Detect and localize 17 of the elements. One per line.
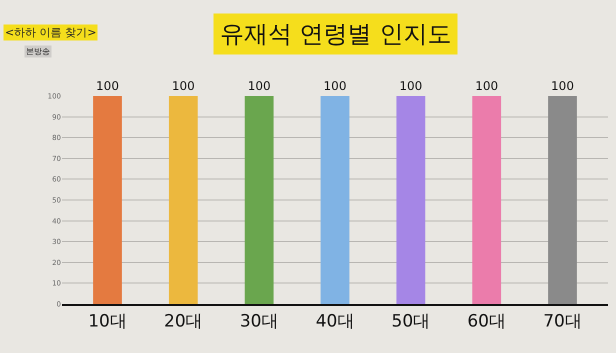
x-tick-label: 30대	[240, 311, 278, 332]
data-label: 100	[248, 79, 271, 93]
text: <하하 이름 찾기>	[5, 26, 96, 39]
data-label: 100	[551, 79, 574, 93]
x-tick-label: 70대	[543, 311, 582, 332]
x-tick-label: 10대	[88, 311, 127, 332]
chart-title: 유재석 연령별 인지도	[220, 20, 452, 48]
data-label: 100	[475, 79, 498, 93]
data-label: 100	[172, 79, 195, 93]
x-tick-label: 50대	[392, 311, 430, 332]
data-label: 100	[399, 79, 422, 93]
x-tick-label: 40대	[316, 311, 354, 332]
text: 본방송	[26, 47, 50, 56]
data-label: 100	[96, 79, 119, 93]
x-tick-label: 60대	[467, 311, 506, 332]
x-tick-label: 20대	[164, 311, 203, 332]
data-label: 100	[324, 79, 346, 93]
